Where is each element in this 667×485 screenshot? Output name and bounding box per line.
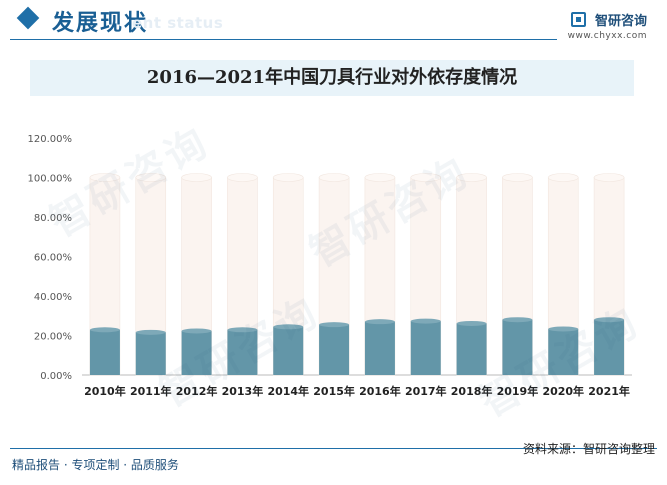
x-tick-label: 2017年 [405, 384, 447, 398]
logo-icon [570, 12, 586, 27]
x-tick-label: 2014年 [267, 384, 309, 398]
y-tick-label: 40.00% [34, 292, 72, 303]
bar-top [227, 327, 258, 333]
x-tick-label: 2020年 [542, 384, 584, 398]
bar [364, 321, 395, 375]
bar-top [364, 319, 395, 325]
y-tick-label: 0.00% [40, 371, 72, 382]
bar-top [319, 322, 350, 328]
bar [502, 319, 533, 375]
brand-name: 智研咨询 [594, 14, 647, 29]
x-tick-label: 2013年 [222, 384, 264, 398]
bar [548, 328, 579, 375]
footer-divider [10, 448, 657, 449]
brand-url: www.chyxx.com [567, 31, 647, 41]
y-tick-label: 60.00% [34, 253, 72, 264]
bar [89, 329, 120, 375]
brand-logo: 智研咨询 www.chyxx.com [568, 9, 647, 41]
background-bar-cap [135, 173, 167, 182]
section-subtitle: ent status [132, 14, 224, 32]
bar [456, 323, 487, 375]
bar [227, 329, 258, 375]
background-bar-cap [502, 173, 533, 182]
bar-top [594, 317, 625, 323]
background-bar-cap [89, 173, 121, 182]
x-tick-label: 2012年 [176, 384, 218, 398]
y-tick-label: 100.00% [28, 174, 73, 185]
bar [273, 326, 304, 375]
y-tick-label: 80.00% [34, 213, 72, 224]
bar [319, 324, 350, 375]
x-tick-label: 2011年 [130, 384, 172, 398]
bar [135, 332, 166, 375]
x-tick-label: 2019年 [497, 384, 539, 398]
bar-top [273, 324, 304, 330]
background-bar-cap [593, 173, 625, 182]
bar [410, 321, 441, 375]
x-tick-label: 2015年 [313, 384, 355, 398]
bar-top [456, 320, 487, 326]
bar-chart: 0.00% 20.00% 40.00% 60.00% 80.00% 100.00% 120.… [28, 134, 632, 398]
chart-title: 2016—2021年中国刀具行业对外依存度情况 [30, 60, 634, 96]
bar-top [181, 328, 212, 334]
footer-tagline: 精品报告 · 专项定制 · 品质服务 [12, 458, 179, 472]
background-bar-cap [456, 173, 487, 182]
section-header: 发展现状 ent status 智研咨询 www.chyxx.com [0, 0, 667, 44]
bar-top [502, 317, 533, 323]
background-bar-cap [272, 173, 304, 182]
source-note: 资料来源：智研咨询整理 [522, 442, 655, 456]
background-bar-cap [410, 173, 442, 182]
bar-top [548, 326, 579, 332]
bar-top [135, 329, 166, 335]
background-bar-cap [547, 173, 579, 182]
x-tick-label: 2018年 [451, 384, 493, 398]
footer: 资料来源：智研咨询整理 精品报告 · 专项定制 · 品质服务 [0, 440, 667, 485]
bar [181, 330, 212, 375]
diamond-icon [16, 6, 40, 30]
header-divider [10, 39, 557, 40]
y-tick-label: 20.00% [34, 332, 72, 343]
x-tick-label: 2010年 [84, 384, 126, 398]
x-tick-label: 2021年 [588, 384, 630, 398]
bar [594, 319, 625, 375]
background-bar-cap [318, 173, 350, 182]
section-title: 发展现状 [52, 11, 149, 36]
background-bar-cap [181, 173, 212, 182]
bar-top [410, 318, 441, 324]
x-tick-label: 2016年 [359, 384, 401, 398]
background-bar-cap [227, 173, 258, 182]
y-tick-label: 120.00% [28, 134, 73, 145]
bar-top [89, 327, 120, 333]
background-bar-cap [364, 173, 396, 182]
